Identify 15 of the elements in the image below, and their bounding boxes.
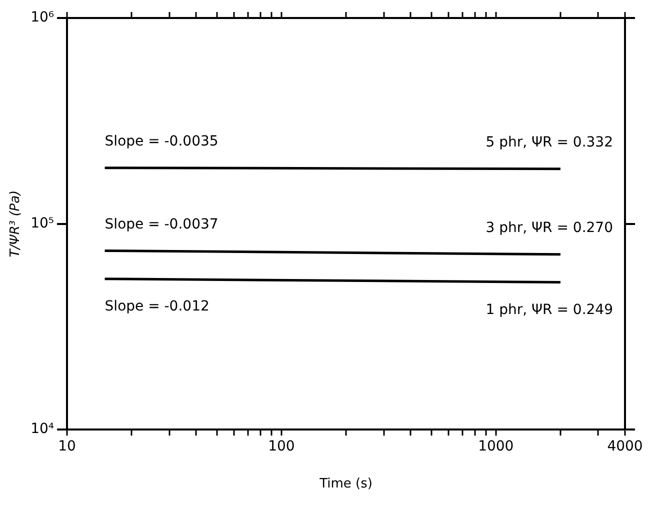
- x-tick-label: 4000: [607, 438, 643, 455]
- annotation: 1 phr, ΨR = 0.249: [486, 302, 613, 318]
- y-tick-label: 10⁵: [30, 215, 54, 232]
- x-tick-label: 1000: [478, 438, 514, 455]
- y-tick-label: 10⁶: [30, 10, 54, 26]
- y-tick-label: 10⁴: [30, 421, 54, 438]
- annotation: Slope = -0.0037: [104, 216, 218, 232]
- y-axis-title: T/ΨR³ (Pa): [8, 190, 24, 258]
- x-tick-label: 100: [268, 438, 295, 455]
- annotation: 5 phr, ΨR = 0.332: [486, 134, 613, 150]
- x-axis-title: Time (s): [318, 476, 372, 492]
- annotation: Slope = -0.0035: [104, 133, 218, 150]
- annotation: 3 phr, ΨR = 0.270: [486, 220, 613, 236]
- x-tick-label: 10: [58, 438, 76, 455]
- annotation: Slope = -0.012: [104, 298, 210, 315]
